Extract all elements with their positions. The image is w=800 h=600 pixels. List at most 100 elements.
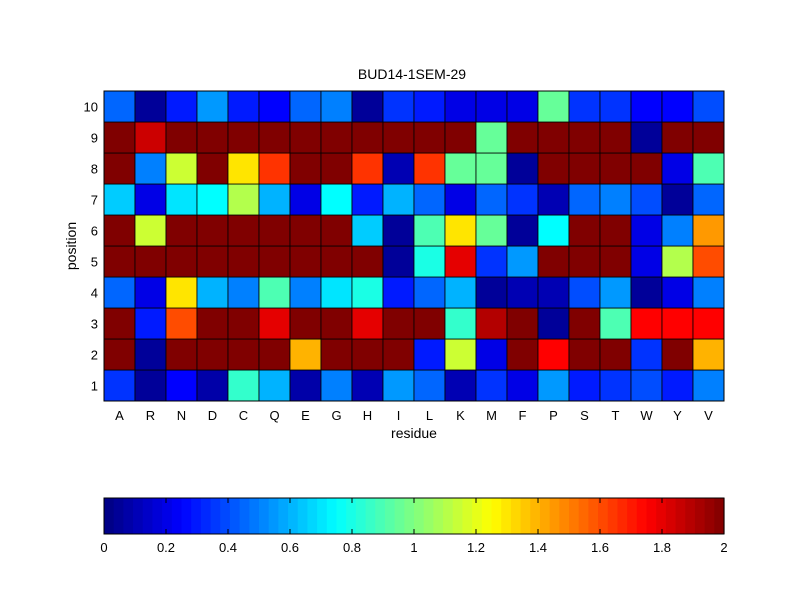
heatmap-cell <box>289 90 322 123</box>
heatmap-cell <box>227 214 260 247</box>
heatmap-cell <box>444 276 477 309</box>
heatmap-cell <box>630 338 663 371</box>
heatmap-cell <box>506 90 539 123</box>
heatmap-cell <box>289 338 322 371</box>
heatmap-cell <box>537 121 570 154</box>
heatmap-cell <box>568 183 601 216</box>
x-tick-label: C <box>239 408 248 423</box>
colorbar-tick-label: 1.4 <box>529 540 547 555</box>
colorbar-swatch <box>181 498 192 534</box>
colorbar-swatch <box>627 498 638 534</box>
heatmap-cell <box>289 152 322 185</box>
colorbar-swatch <box>297 498 309 534</box>
heatmap-cell <box>227 276 260 309</box>
colorbar-tick-label: 0.6 <box>281 540 299 555</box>
heatmap-cell <box>227 245 260 278</box>
heatmap-cell <box>382 307 415 340</box>
colorbar-tick-label: 2 <box>720 540 727 555</box>
colorbar-swatch <box>598 498 609 534</box>
colorbar-swatch <box>210 498 221 534</box>
colorbar-swatch <box>549 498 560 534</box>
colorbar-tick-label: 1.2 <box>467 540 485 555</box>
heatmap-cell <box>320 121 353 154</box>
heatmap-cell <box>506 214 539 247</box>
heatmap-cell <box>692 369 725 402</box>
y-tick-label: 7 <box>91 193 98 208</box>
x-tick-label: G <box>331 408 341 423</box>
heatmap-cell <box>537 338 570 371</box>
heatmap-cell <box>537 90 570 123</box>
heatmap-cell <box>134 214 167 247</box>
heatmap-cell <box>537 152 570 185</box>
heatmap-cell <box>661 90 694 123</box>
heatmap-cell <box>320 90 353 123</box>
y-tick-label: 6 <box>91 224 98 239</box>
plot-area-border <box>103 90 725 402</box>
heatmap-cell <box>692 307 725 340</box>
heatmap-cell <box>413 214 446 247</box>
colorbar-swatch <box>665 498 677 534</box>
heatmap-cell <box>661 121 694 154</box>
colorbar-swatch <box>607 498 619 534</box>
colorbar-swatch <box>569 498 580 534</box>
x-tick-label: V <box>704 408 713 423</box>
heatmap-cell <box>165 152 198 185</box>
colorbar-swatch <box>375 498 386 534</box>
heatmap-cell <box>165 338 198 371</box>
y-axis-label: position <box>63 222 79 270</box>
heatmap-cell <box>413 183 446 216</box>
colorbar-swatch <box>714 498 725 534</box>
heatmap-cell <box>258 245 291 278</box>
colorbar-swatch <box>404 498 415 534</box>
heatmap-cell <box>165 245 198 278</box>
y-tick-label: 1 <box>91 379 98 394</box>
heatmap-cell <box>506 276 539 309</box>
heatmap-cell <box>599 369 632 402</box>
heatmap-cell <box>103 183 136 216</box>
y-tick-label: 9 <box>91 131 98 146</box>
heatmap-cell <box>103 307 136 340</box>
heatmap-cell <box>568 245 601 278</box>
colorbar-tick-label: 0.2 <box>157 540 175 555</box>
heatmap-cell <box>227 183 260 216</box>
heatmap-cell <box>351 245 384 278</box>
colorbar-swatch <box>229 498 241 534</box>
heatmap-cell <box>165 369 198 402</box>
heatmap-cell <box>382 152 415 185</box>
heatmap-cell <box>351 338 384 371</box>
colorbar-swatch <box>259 498 270 534</box>
y-tick-label: 10 <box>84 100 98 115</box>
heatmap-cell <box>630 245 663 278</box>
x-tick-label: H <box>363 408 372 423</box>
colorbar-tick-labels: 0 0.2 0.4 0.6 0.8 1 1.2 1.4 1.6 1.8 2 <box>100 498 728 555</box>
heatmap-cell <box>475 369 508 402</box>
heatmap-cell <box>258 276 291 309</box>
heatmap-cell <box>351 307 384 340</box>
x-tick-label: I <box>397 408 401 423</box>
heatmap-cell <box>568 121 601 154</box>
heatmap-cell <box>692 276 725 309</box>
heatmap-cell <box>320 276 353 309</box>
heatmap-cell <box>568 90 601 123</box>
heatmap-cell <box>630 307 663 340</box>
heatmap-cell <box>351 152 384 185</box>
heatmap-cell <box>537 214 570 247</box>
heatmap-cell <box>196 183 229 216</box>
heatmap-cell <box>444 183 477 216</box>
heatmap-cell <box>661 369 694 402</box>
heatmap-cell <box>506 369 539 402</box>
heatmap-cell <box>227 307 260 340</box>
heatmap-cell <box>165 121 198 154</box>
heatmap-cell <box>568 276 601 309</box>
heatmap-cell <box>661 152 694 185</box>
heatmap-cell <box>475 338 508 371</box>
heatmap-cell <box>661 245 694 278</box>
heatmap-cell <box>630 214 663 247</box>
heatmap-cell <box>475 307 508 340</box>
colorbar-swatch <box>249 498 260 534</box>
colorbar-swatch <box>394 498 405 534</box>
colorbar-swatch <box>317 498 328 534</box>
y-tick-label: 8 <box>91 162 98 177</box>
heatmap-cell <box>320 369 353 402</box>
